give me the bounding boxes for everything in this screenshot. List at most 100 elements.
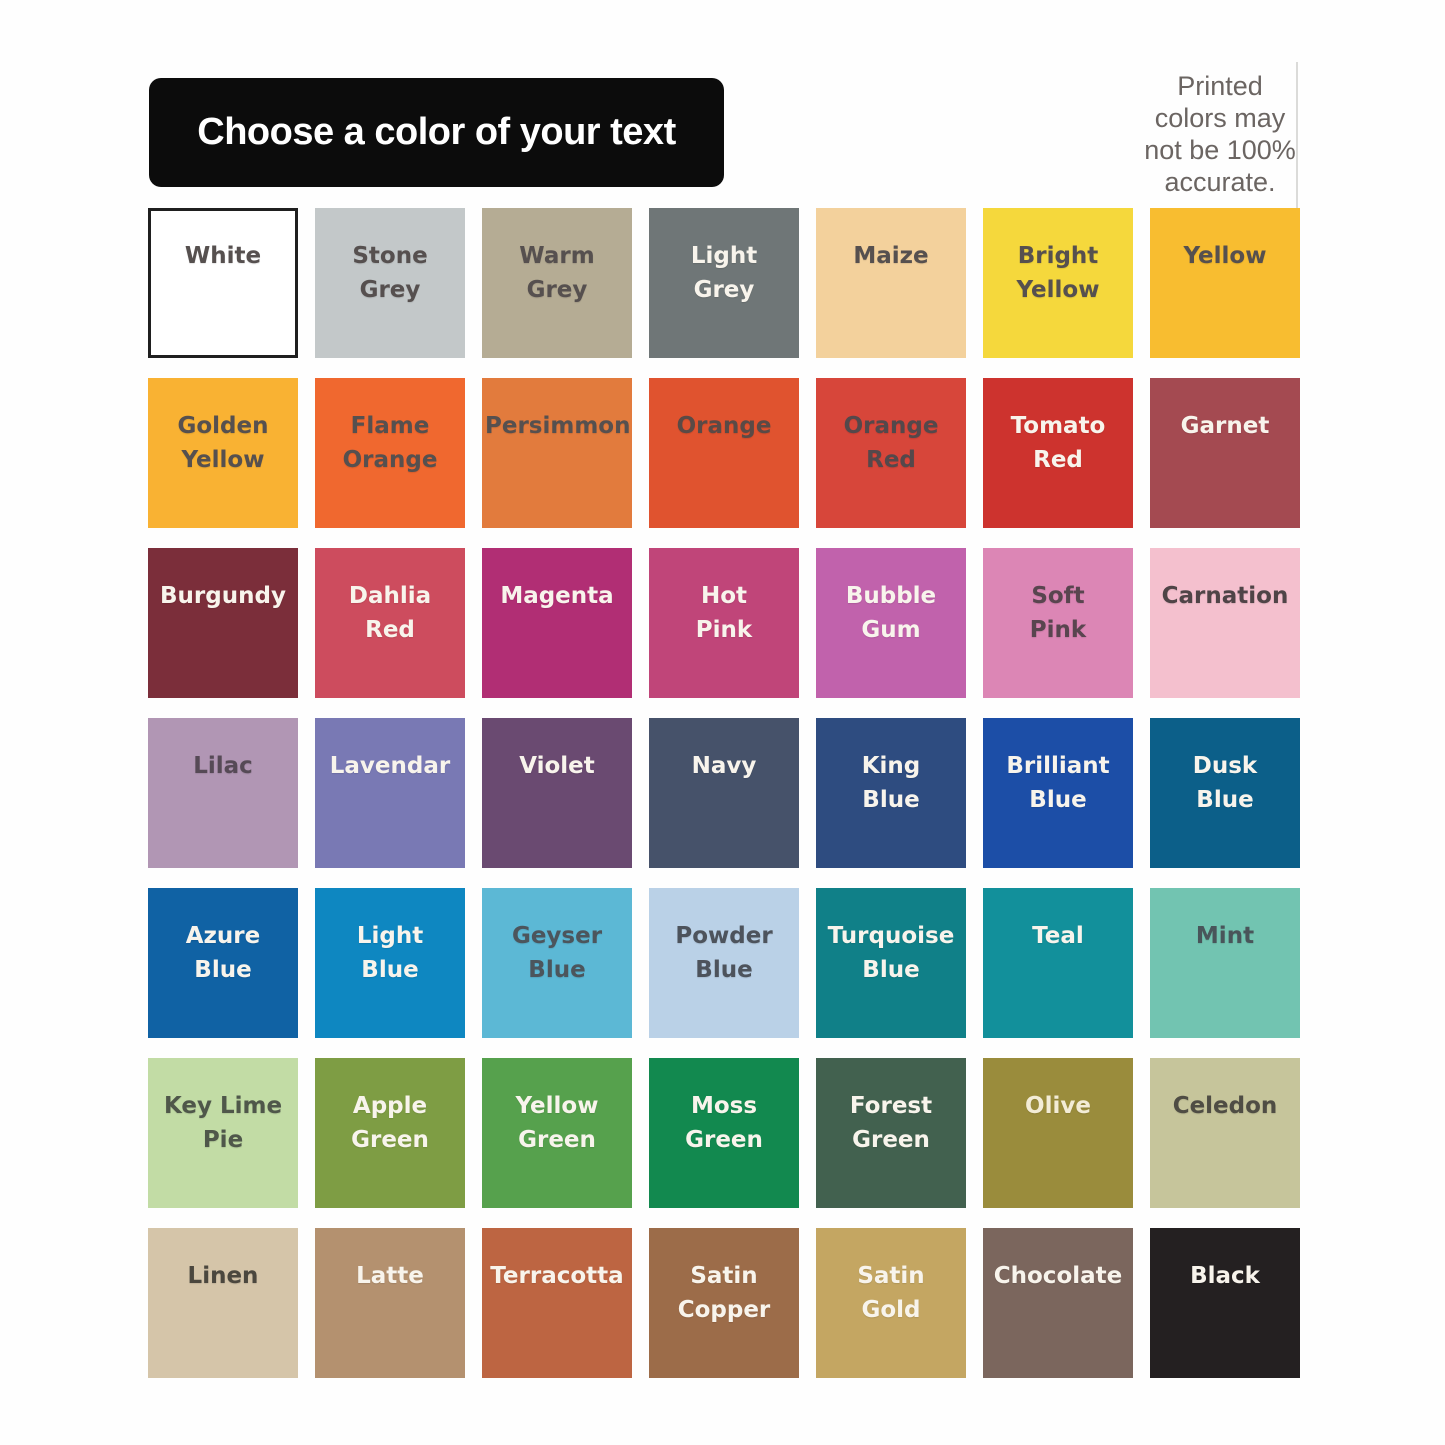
- swatch-white[interactable]: White: [148, 208, 298, 358]
- swatch-label: Satin Gold: [857, 1263, 925, 1323]
- swatch-key-lime-pie[interactable]: Key Lime Pie: [148, 1058, 298, 1208]
- swatch-label: Light Grey: [690, 243, 758, 303]
- swatch-linen[interactable]: Linen: [148, 1228, 298, 1378]
- swatch-label: Hot Pink: [695, 583, 753, 643]
- swatch-label: Latte: [356, 1263, 424, 1289]
- swatch-label: Mint: [1195, 923, 1255, 949]
- swatch-label: Turquoise Blue: [827, 923, 955, 983]
- swatch-burgundy[interactable]: Burgundy: [148, 548, 298, 698]
- page-title: Choose a color of your text: [149, 78, 724, 187]
- swatch-label: Tomato Red: [1010, 413, 1106, 473]
- swatch-powder-blue[interactable]: Powder Blue: [649, 888, 799, 1038]
- swatch-azure-blue[interactable]: Azure Blue: [148, 888, 298, 1038]
- swatch-label: Yellow Green: [515, 1093, 599, 1153]
- print-accuracy-note: Printed colors may not be 100% accurate.: [1144, 71, 1296, 197]
- swatch-magenta[interactable]: Magenta: [482, 548, 632, 698]
- swatch-label: Lavendar: [329, 753, 451, 779]
- swatch-teal[interactable]: Teal: [983, 888, 1133, 1038]
- swatch-king-blue[interactable]: King Blue: [816, 718, 966, 868]
- swatch-label: Moss Green: [685, 1093, 763, 1153]
- swatch-orange-red[interactable]: Orange Red: [816, 378, 966, 528]
- swatch-label: Black: [1190, 1263, 1260, 1289]
- swatch-satin-gold[interactable]: Satin Gold: [816, 1228, 966, 1378]
- swatch-label: Brilliant Blue: [1006, 753, 1110, 813]
- swatch-label: Chocolate: [993, 1263, 1123, 1289]
- swatch-orange[interactable]: Orange: [649, 378, 799, 528]
- swatch-bubble-gum[interactable]: Bubble Gum: [816, 548, 966, 698]
- swatch-label: Maize: [853, 243, 929, 269]
- swatch-label: Carnation: [1161, 583, 1289, 609]
- swatch-label: Golden Yellow: [177, 413, 269, 473]
- swatch-label: Yellow: [1183, 243, 1267, 269]
- swatch-label: Orange Red: [843, 413, 939, 473]
- swatch-soft-pink[interactable]: Soft Pink: [983, 548, 1133, 698]
- swatch-lavendar[interactable]: Lavendar: [315, 718, 465, 868]
- swatch-light-blue[interactable]: Light Blue: [315, 888, 465, 1038]
- swatch-geyser-blue[interactable]: Geyser Blue: [482, 888, 632, 1038]
- swatch-garnet[interactable]: Garnet: [1150, 378, 1300, 528]
- swatch-tomato-red[interactable]: Tomato Red: [983, 378, 1133, 528]
- swatch-label: Flame Orange: [342, 413, 438, 473]
- swatch-label: Linen: [187, 1263, 259, 1289]
- swatch-forest-green[interactable]: Forest Green: [816, 1058, 966, 1208]
- color-grid: White Stone Grey Warm Grey Light Grey Ma…: [148, 208, 1300, 1378]
- swatch-label: Dahlia Red: [348, 583, 432, 643]
- swatch-label: Light Blue: [356, 923, 424, 983]
- swatch-persimmon[interactable]: Persimmon: [482, 378, 632, 528]
- swatch-terracotta[interactable]: Terracotta: [482, 1228, 632, 1378]
- swatch-moss-green[interactable]: Moss Green: [649, 1058, 799, 1208]
- swatch-label: Warm Grey: [519, 243, 595, 303]
- swatch-label: King Blue: [861, 753, 921, 813]
- swatch-dusk-blue[interactable]: Dusk Blue: [1150, 718, 1300, 868]
- swatch-satin-copper[interactable]: Satin Copper: [649, 1228, 799, 1378]
- swatch-light-grey[interactable]: Light Grey: [649, 208, 799, 358]
- swatch-golden-yellow[interactable]: Golden Yellow: [148, 378, 298, 528]
- swatch-label: Satin Copper: [677, 1263, 771, 1323]
- swatch-latte[interactable]: Latte: [315, 1228, 465, 1378]
- swatch-label: Teal: [1032, 923, 1084, 949]
- swatch-label: Stone Grey: [352, 243, 428, 303]
- swatch-lilac[interactable]: Lilac: [148, 718, 298, 868]
- swatch-yellow-green[interactable]: Yellow Green: [482, 1058, 632, 1208]
- note-card-edge-divider: [1296, 62, 1298, 210]
- swatch-navy[interactable]: Navy: [649, 718, 799, 868]
- swatch-olive[interactable]: Olive: [983, 1058, 1133, 1208]
- swatch-maize[interactable]: Maize: [816, 208, 966, 358]
- swatch-label: Geyser Blue: [511, 923, 603, 983]
- swatch-label: Azure Blue: [185, 923, 261, 983]
- swatch-violet[interactable]: Violet: [482, 718, 632, 868]
- swatch-celedon[interactable]: Celedon: [1150, 1058, 1300, 1208]
- swatch-bright-yellow[interactable]: Bright Yellow: [983, 208, 1133, 358]
- swatch-chocolate[interactable]: Chocolate: [983, 1228, 1133, 1378]
- swatch-carnation[interactable]: Carnation: [1150, 548, 1300, 698]
- swatch-label: Powder Blue: [675, 923, 773, 983]
- swatch-label: Celedon: [1172, 1093, 1278, 1119]
- swatch-label: Persimmon: [485, 413, 631, 439]
- swatch-label: Dusk Blue: [1192, 753, 1258, 813]
- swatch-black[interactable]: Black: [1150, 1228, 1300, 1378]
- swatch-apple-green[interactable]: Apple Green: [315, 1058, 465, 1208]
- swatch-label: Magenta: [500, 583, 614, 609]
- swatch-label: Soft Pink: [1029, 583, 1087, 643]
- swatch-label: White: [184, 243, 262, 269]
- swatch-label: Terracotta: [490, 1263, 624, 1289]
- swatch-yellow[interactable]: Yellow: [1150, 208, 1300, 358]
- page-title-label: Choose a color of your text: [197, 111, 676, 153]
- swatch-stone-grey[interactable]: Stone Grey: [315, 208, 465, 358]
- swatch-turquoise-blue[interactable]: Turquoise Blue: [816, 888, 966, 1038]
- swatch-label: Navy: [691, 753, 757, 779]
- swatch-hot-pink[interactable]: Hot Pink: [649, 548, 799, 698]
- swatch-label: Apple Green: [351, 1093, 429, 1153]
- swatch-label: Forest Green: [849, 1093, 933, 1153]
- swatch-label: Bright Yellow: [1016, 243, 1100, 303]
- swatch-label: Garnet: [1180, 413, 1270, 439]
- swatch-label: Key Lime Pie: [163, 1093, 283, 1153]
- swatch-brilliant-blue[interactable]: Brilliant Blue: [983, 718, 1133, 868]
- swatch-warm-grey[interactable]: Warm Grey: [482, 208, 632, 358]
- swatch-label: Olive: [1025, 1093, 1091, 1119]
- swatch-mint[interactable]: Mint: [1150, 888, 1300, 1038]
- swatch-label: Lilac: [193, 753, 253, 779]
- swatch-dahlia-red[interactable]: Dahlia Red: [315, 548, 465, 698]
- swatch-label: Violet: [519, 753, 595, 779]
- swatch-flame-orange[interactable]: Flame Orange: [315, 378, 465, 528]
